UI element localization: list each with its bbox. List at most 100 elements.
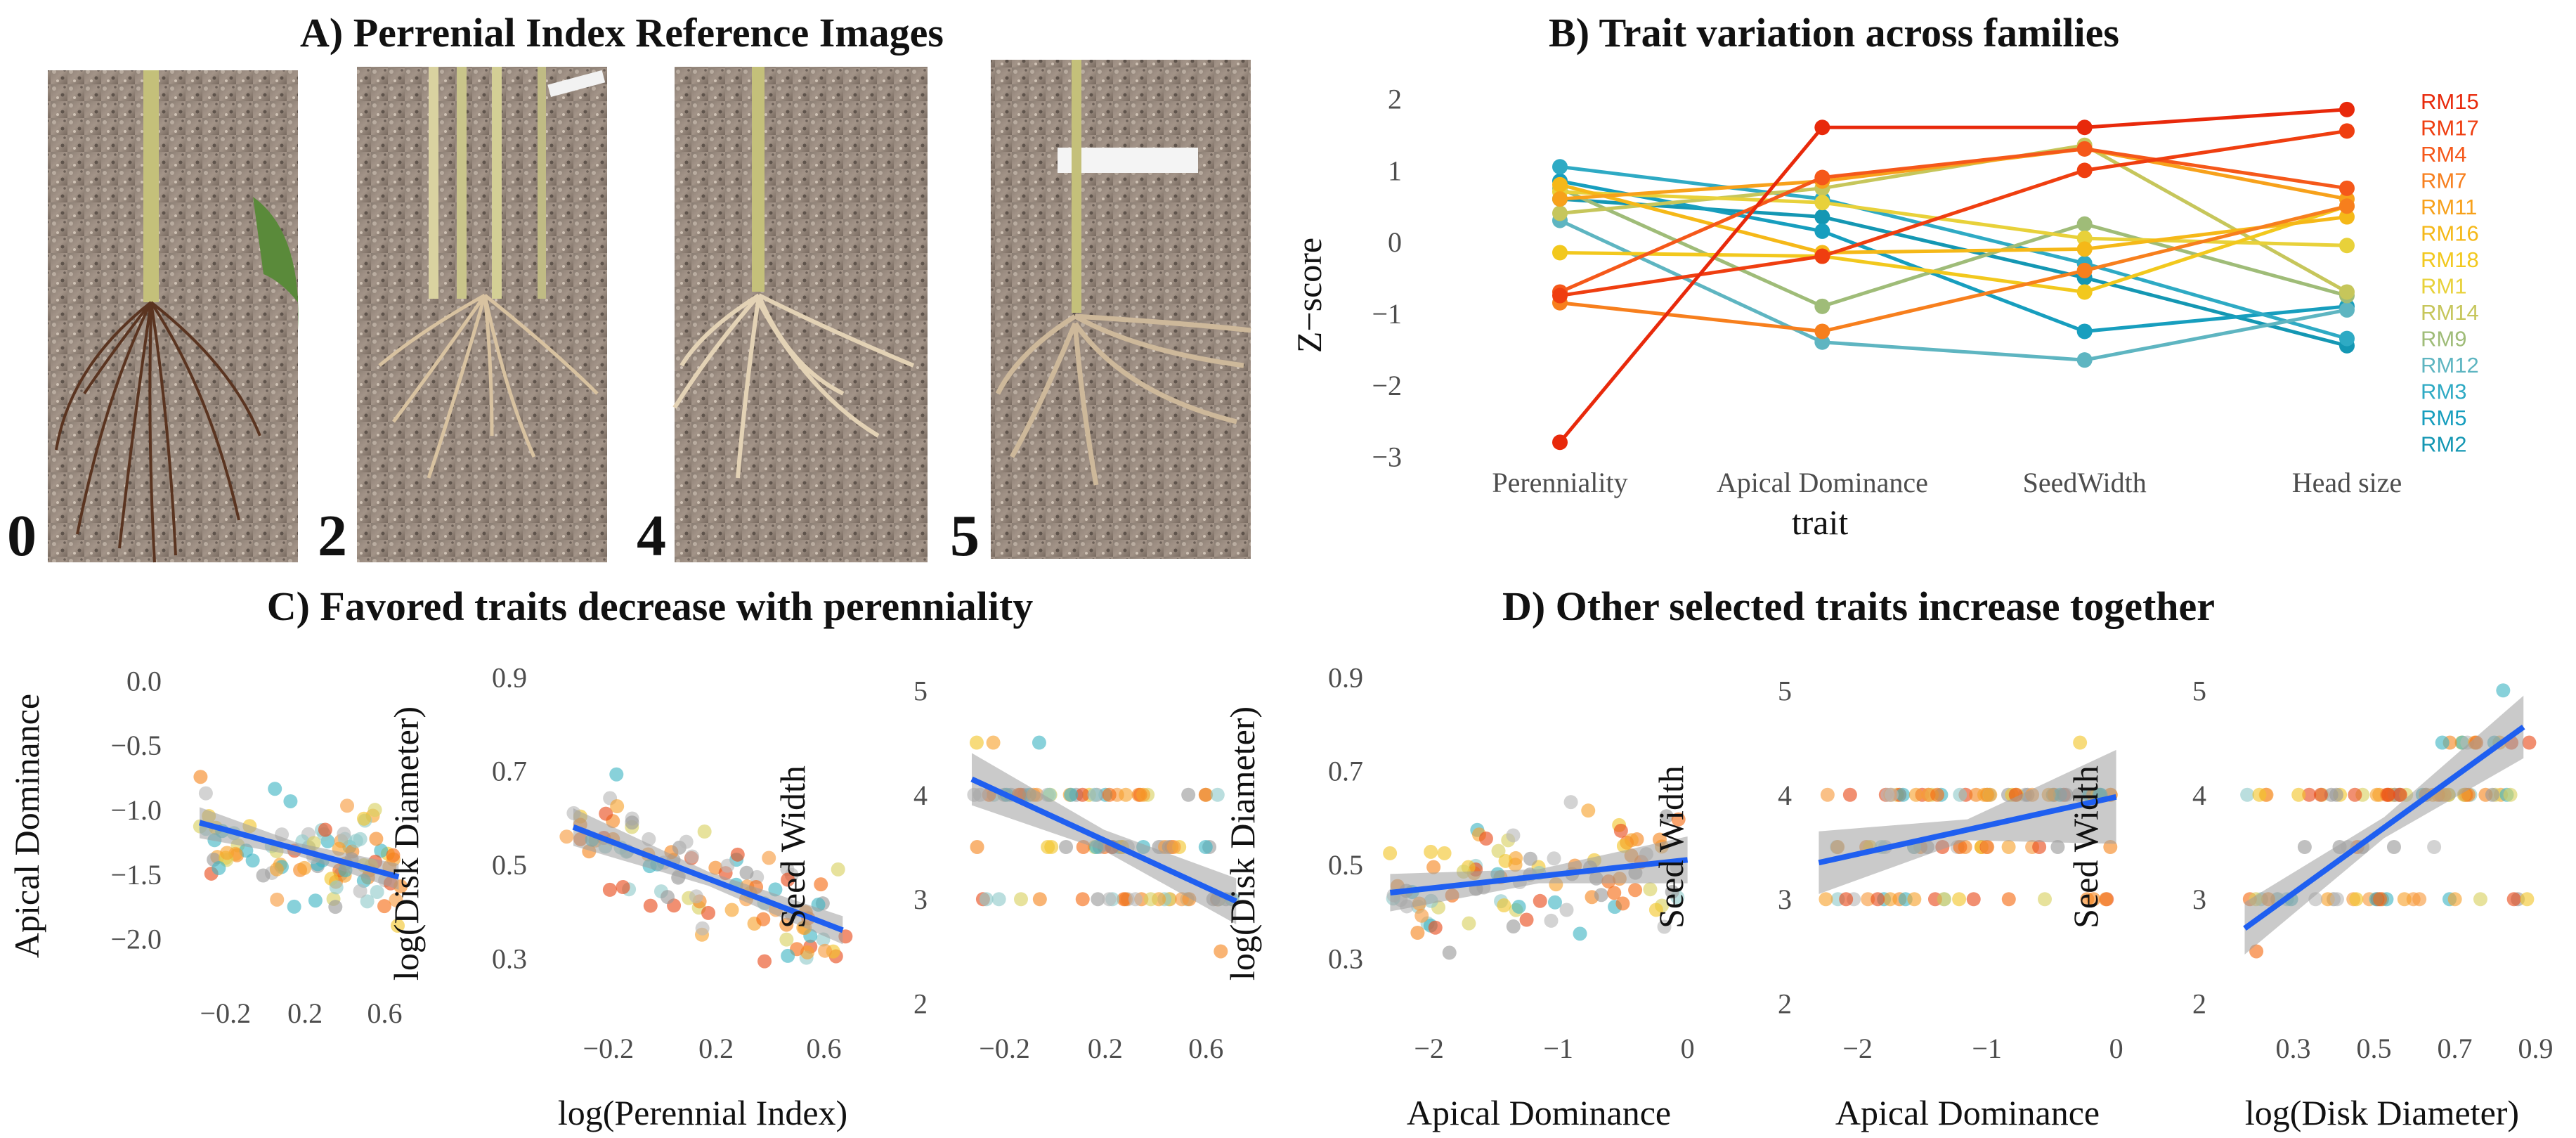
- data-point: [2249, 944, 2264, 959]
- y-axis-label: log(Disk Diameter): [1223, 706, 1262, 981]
- data-point: [2001, 892, 2016, 907]
- trend-line: [198, 820, 400, 880]
- legend-label-rm9: RM9: [2421, 327, 2466, 351]
- data-point: [2038, 892, 2053, 907]
- data-point: [389, 893, 403, 907]
- data-point: [386, 848, 401, 862]
- y-tick-label: 0.0: [126, 665, 162, 697]
- data-point: [1839, 892, 1854, 907]
- data-point: [2302, 787, 2317, 802]
- series-point-rm17: [2339, 123, 2355, 139]
- root-mass-icon: [55, 301, 261, 563]
- data-point: [1210, 787, 1225, 802]
- data-point: [685, 849, 700, 864]
- data-point: [2252, 787, 2267, 802]
- data-point: [2369, 787, 2384, 802]
- data-point: [2412, 892, 2427, 907]
- data-point: [1952, 892, 1967, 907]
- data-point: [2397, 892, 2412, 907]
- photo-label-5: 5: [950, 503, 980, 569]
- data-point: [308, 893, 323, 908]
- data-point: [2348, 787, 2362, 802]
- series-point-rm18: [2076, 284, 2093, 300]
- data-point: [2313, 787, 2328, 802]
- x-tick-label: Head size: [2292, 467, 2402, 498]
- data-point: [2381, 787, 2395, 802]
- data-point: [1628, 883, 1643, 898]
- data-point: [1013, 892, 1028, 907]
- data-point: [1181, 787, 1196, 802]
- data-point: [616, 880, 630, 895]
- series-point-rm17: [1814, 248, 1830, 264]
- series-line-rm7: [1559, 204, 2348, 333]
- series-point-rm15: [1552, 434, 1568, 451]
- data-point: [1143, 892, 1158, 907]
- data-point: [369, 832, 384, 846]
- y-tick-label: 4: [1778, 780, 1792, 811]
- data-point: [602, 882, 617, 897]
- y-tick-label: 0: [1388, 226, 1402, 258]
- y-tick-label: −0.5: [110, 730, 162, 761]
- y-tick-label: 0.3: [492, 943, 527, 974]
- series-point-rm4: [1814, 169, 1830, 186]
- data-point: [991, 892, 1006, 907]
- data-point: [1953, 787, 1967, 802]
- series-point-rm12: [2339, 302, 2355, 318]
- data-point: [1075, 787, 1090, 802]
- data-point: [1426, 860, 1441, 874]
- data-point: [1442, 945, 1457, 960]
- root-mass-icon: [378, 293, 599, 479]
- y-tick-label: 0.9: [492, 661, 527, 693]
- data-point: [661, 890, 675, 905]
- data-point: [1478, 832, 1493, 846]
- x-tick-label: 0.6: [1188, 1033, 1223, 1064]
- series-line-rm17: [1559, 129, 2348, 298]
- y-tick-label: 0.3: [1328, 943, 1363, 974]
- data-point: [2473, 892, 2487, 907]
- data-point: [814, 877, 828, 892]
- x-tick-label: −0.2: [200, 997, 252, 1029]
- data-point: [1648, 903, 1663, 917]
- trend-line: [572, 824, 844, 933]
- series-line-rm14: [1559, 143, 2348, 294]
- series-line-rm4: [1559, 147, 2348, 294]
- data-point: [2520, 892, 2535, 907]
- data-point: [1908, 787, 1923, 802]
- series-line-rm15: [1559, 108, 2348, 444]
- scatter-panel-c3: 5 4 3 2 −0.2 0.2 0.6 Seed Width: [773, 675, 1240, 1064]
- x-tick-label: Apical Dominance: [1717, 467, 1928, 498]
- series-point-rm5: [2076, 323, 2093, 340]
- data-point: [356, 811, 371, 826]
- series-point-rm15: [1814, 119, 1830, 136]
- scatter-panel-d1: 0.9 0.7 0.5 0.3 −2 −1 0 Apical Dominance log(Dis…: [1223, 661, 1695, 1132]
- series-point-rm14: [1552, 205, 1568, 221]
- data-point: [2506, 892, 2521, 907]
- data-point: [1087, 787, 1102, 802]
- data-point: [2386, 840, 2401, 854]
- data-point: [340, 798, 355, 813]
- data-point: [1462, 916, 1476, 931]
- x-tick-label: 0.7: [2438, 1033, 2473, 1064]
- data-point: [2329, 787, 2344, 802]
- y-axis-label: Seed Width: [773, 765, 812, 929]
- data-point: [986, 735, 1001, 750]
- legend-label-rm7: RM7: [2421, 169, 2466, 193]
- data-point: [198, 786, 213, 801]
- y-axis-label: Seed Width: [1651, 765, 1691, 929]
- y-tick-label: −2: [1372, 370, 1402, 401]
- data-point: [1659, 809, 1674, 824]
- legend-label-rm5: RM5: [2421, 406, 2466, 430]
- data-point: [756, 912, 771, 926]
- data-point: [1128, 892, 1143, 907]
- y-tick-label: 4: [2192, 780, 2206, 811]
- data-point: [697, 825, 712, 839]
- series-point-rm16: [2339, 209, 2355, 225]
- legend-label-rm17: RM17: [2421, 116, 2479, 141]
- data-point: [1547, 851, 1561, 866]
- series-line-rm18: [1559, 204, 2348, 295]
- y-tick-label: −3: [1372, 441, 1402, 473]
- y-tick-label: 0.7: [1328, 756, 1363, 787]
- y-tick-label: 2: [1778, 988, 1792, 1020]
- series-line-rm5: [1559, 179, 2348, 333]
- x-tick-label: −0.2: [979, 1033, 1030, 1064]
